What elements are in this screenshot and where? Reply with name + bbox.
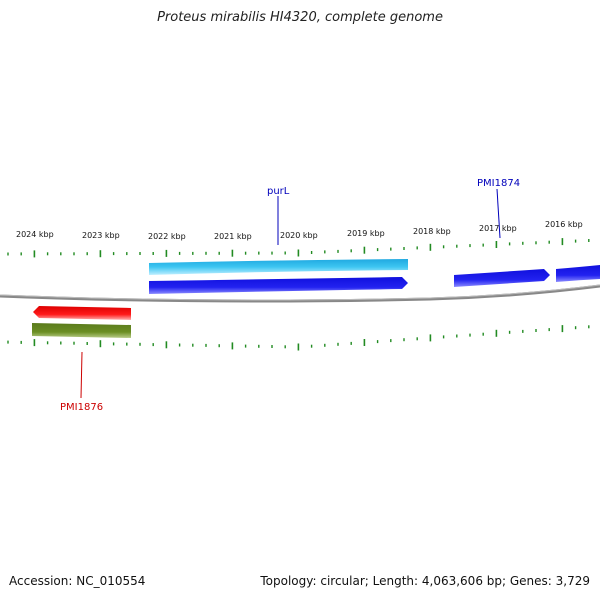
scale-label-2018: 2018 kbp xyxy=(413,227,451,236)
genome-backbone-highlight xyxy=(0,284,600,301)
scale-ticks-forward xyxy=(7,238,590,258)
gene-label-PMI1876[interactable]: PMI1876 xyxy=(60,402,103,413)
scale-label-2022: 2022 kbp xyxy=(148,232,186,241)
gene-PMI1876[interactable] xyxy=(33,306,131,320)
scale-label-2021: 2021 kbp xyxy=(214,232,252,241)
PMI1874-leader-line xyxy=(496,188,501,239)
gene-label-purL[interactable]: purL xyxy=(267,186,290,197)
PMI1876-leader-line xyxy=(80,351,83,399)
gene-purL[interactable] xyxy=(149,259,408,275)
scale-label-2023: 2023 kbp xyxy=(82,231,120,240)
scale-label-2024: 2024 kbp xyxy=(16,230,54,239)
genome-summary-text: Topology: circular; Length: 4,063,606 bp… xyxy=(260,574,590,588)
scale-label-2020: 2020 kbp xyxy=(280,231,318,240)
genome-backbone xyxy=(0,284,600,303)
gene-forward-blue-2[interactable] xyxy=(556,265,600,282)
scale-label-2017: 2017 kbp xyxy=(479,224,517,233)
gene-PMI1874[interactable] xyxy=(454,269,550,287)
scale-label-2016: 2016 kbp xyxy=(545,220,583,229)
gene-label-PMI1874[interactable]: PMI1874 xyxy=(477,178,520,189)
scale-label-2019: 2019 kbp xyxy=(347,229,385,238)
gene-forward-blue-1[interactable] xyxy=(149,277,408,294)
gene-reverse-olive[interactable] xyxy=(32,323,131,338)
map-title: Proteus mirabilis HI4320, complete genom… xyxy=(157,10,443,25)
accession-text: Accession: NC_010554 xyxy=(9,574,146,588)
scale-ticks-reverse xyxy=(7,325,590,351)
